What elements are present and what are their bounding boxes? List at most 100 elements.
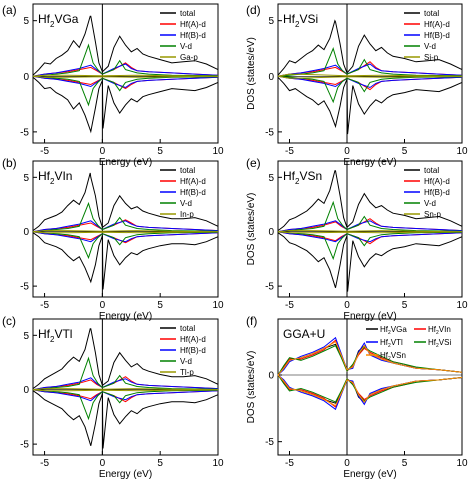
legend-entry: Hf(A)-d: [424, 20, 450, 29]
series-line-total-down: [32, 232, 219, 290]
series-line-total: [32, 15, 219, 76]
y-tick-label: -5: [20, 127, 29, 138]
legend-entry: Sn-p: [424, 210, 441, 219]
legend-entry: total: [180, 9, 195, 18]
x-tick-label: 5: [157, 300, 163, 311]
legend-entry: Hf(B)-d: [424, 188, 450, 197]
legend-entry: Hf(A)-d: [180, 20, 206, 29]
x-tick-label: -5: [285, 458, 294, 469]
x-axis-label: Energy (eV): [99, 469, 152, 480]
series-line-hfbd: [32, 220, 219, 233]
series-line-total-down: [277, 76, 463, 135]
series-line-inp-down: [32, 231, 219, 234]
series-line-total: [32, 172, 219, 232]
series-line-hfbd: [277, 63, 463, 77]
legend-entry: V-d: [424, 199, 436, 208]
y-tick-label: 5: [268, 173, 274, 184]
panel-d: -5 0 5 10 -5 0 5 total Hf(A)-d Hf(B)-d V-d Si-p (d) H…: [246, 3, 468, 168]
y-tick-label: 0: [23, 227, 29, 238]
series-line-hf2vsi: [277, 345, 463, 376]
x-axis-label: Energy (eV): [343, 469, 396, 480]
panel-b: -5 0 5 10 -5 0 5 total Hf(A)-d Hf(B)-d V-d In-p (b) H…: [2, 156, 224, 322]
x-tick-label: -5: [40, 146, 49, 157]
x-tick-label: 5: [402, 300, 408, 311]
x-tick-label: 5: [402, 458, 408, 469]
plot-frame: [277, 3, 463, 144]
x-tick-label: 10: [212, 146, 224, 157]
series-line-vd-down: [277, 75, 463, 104]
y-tick-label: 0: [268, 371, 274, 382]
x-tick-label: 0: [100, 300, 106, 311]
panel-e: -5 0 5 10 -5 0 5 total Hf(A)-d Hf(B)-d V-d Sn-p (e) H…: [246, 156, 468, 322]
legend-entry: Tl-p: [180, 368, 194, 377]
y-tick-label: -5: [265, 437, 274, 448]
y-tick-label: 5: [268, 16, 274, 27]
legend-entry: Hf(B)-d: [180, 346, 206, 355]
x-tick-label: 10: [456, 458, 468, 469]
y-axis-label: DOS (states/eV): [246, 351, 257, 424]
legend-entry: Si-p: [424, 53, 439, 62]
x-tick-label: 10: [212, 300, 224, 311]
series-line-vd-down: [277, 231, 463, 261]
legend-entry: Hf(A)-d: [180, 177, 206, 186]
series-line-vd-down: [32, 75, 219, 107]
panel-c: -5 0 5 10 -5 0 5 total Hf(A)-d Hf(B)-d V-d Tl-p (c) H…: [2, 314, 224, 480]
panel-f: -5 0 5 10 -5 0 Hf2VGa Hf2VIn Hf2VTl Hf2VSi Hf2VSn (…: [246, 314, 468, 480]
y-tick-label: -5: [20, 440, 29, 451]
series-line-vd: [32, 201, 219, 233]
y-tick-label: 0: [268, 72, 274, 83]
legend-entry: total: [180, 324, 195, 333]
x-tick-label: -5: [285, 300, 294, 311]
panel-label: (f): [246, 314, 257, 328]
legend-entry: Hf(A)-d: [424, 177, 450, 186]
series-line-hfbd: [32, 63, 219, 77]
compound-title: GGA+U: [283, 327, 325, 341]
panel-label: (e): [246, 156, 261, 170]
legend-entry: V-d: [180, 357, 192, 366]
compound-title: Hf2VIn: [38, 169, 72, 186]
series-line-hf2vga: [277, 343, 463, 376]
series-line-hfbd: [32, 377, 219, 391]
plot-frame: [277, 160, 463, 298]
legend-entry: Hf(B)-d: [424, 31, 450, 40]
series-line-snp: [277, 230, 463, 233]
series-line-vd: [277, 200, 463, 233]
x-axis-label: Energy (eV): [99, 157, 152, 168]
plot-frame: [277, 318, 463, 456]
series-line-total: [32, 328, 219, 390]
series-line-total-down: [32, 390, 219, 449]
x-tick-label: 5: [157, 146, 163, 157]
x-tick-label: 10: [212, 458, 224, 469]
legend-entry: Hf2VSi: [428, 338, 451, 349]
panel-label: (d): [246, 3, 261, 17]
y-axis-label: DOS (states/eV): [246, 193, 257, 266]
series-line-vd-down: [32, 231, 219, 260]
series-line-vd: [277, 47, 463, 77]
series-line-sip-down: [277, 75, 463, 79]
x-axis-label: Energy (eV): [343, 311, 396, 322]
legend-entry: Hf2VIn: [428, 325, 451, 336]
x-tick-label: -5: [285, 146, 294, 157]
legend-entry: total: [424, 166, 439, 175]
legend-entry: total: [424, 9, 439, 18]
plot-frame: [32, 318, 219, 456]
y-tick-label: -5: [265, 127, 274, 138]
series-line-hf2vsn: [277, 340, 463, 376]
compound-title: Hf2VSi: [283, 12, 318, 29]
legend-entry: Ga-p: [180, 53, 198, 62]
series-line-hf2vga-down: [277, 374, 463, 404]
y-tick-label: 5: [23, 331, 29, 342]
x-tick-label: 0: [100, 458, 106, 469]
legend-entry: In-p: [180, 210, 194, 219]
legend-entry: Hf2VSn: [380, 351, 406, 362]
x-tick-label: 10: [456, 300, 468, 311]
legend-entry: Hf(A)-d: [180, 335, 206, 344]
x-tick-label: 0: [100, 146, 106, 157]
panel-a: -5 0 5 10 -5 0 5 total Hf(A)-d Hf(B)-d V-d Ga-p (a) H…: [2, 3, 224, 168]
series-line-total-down: [32, 76, 219, 134]
legend-entry: V-d: [424, 42, 436, 51]
y-tick-label: -5: [265, 282, 274, 293]
series-line-inp: [32, 230, 219, 233]
series-line-hfbd: [277, 220, 463, 233]
x-tick-label: 5: [157, 458, 163, 469]
